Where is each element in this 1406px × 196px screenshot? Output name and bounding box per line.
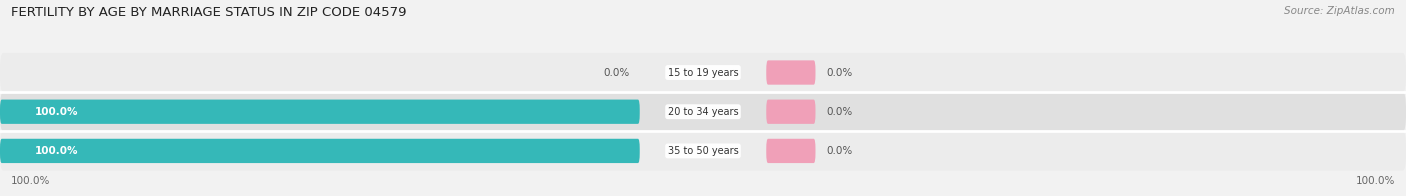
FancyBboxPatch shape [0, 139, 640, 163]
Text: 100.0%: 100.0% [35, 107, 79, 117]
FancyBboxPatch shape [0, 131, 1406, 171]
Text: 0.0%: 0.0% [827, 67, 852, 78]
Text: 15 to 19 years: 15 to 19 years [668, 67, 738, 78]
Text: FERTILITY BY AGE BY MARRIAGE STATUS IN ZIP CODE 04579: FERTILITY BY AGE BY MARRIAGE STATUS IN Z… [11, 6, 406, 19]
Text: 0.0%: 0.0% [827, 146, 852, 156]
FancyBboxPatch shape [766, 60, 815, 85]
Text: 100.0%: 100.0% [11, 176, 51, 186]
Text: 0.0%: 0.0% [603, 67, 630, 78]
Text: 100.0%: 100.0% [1355, 176, 1395, 186]
Text: 100.0%: 100.0% [35, 146, 79, 156]
FancyBboxPatch shape [0, 100, 640, 124]
Text: 20 to 34 years: 20 to 34 years [668, 107, 738, 117]
Text: 35 to 50 years: 35 to 50 years [668, 146, 738, 156]
FancyBboxPatch shape [0, 53, 1406, 92]
Text: 0.0%: 0.0% [827, 107, 852, 117]
Text: Source: ZipAtlas.com: Source: ZipAtlas.com [1284, 6, 1395, 16]
FancyBboxPatch shape [766, 139, 815, 163]
FancyBboxPatch shape [766, 100, 815, 124]
FancyBboxPatch shape [0, 92, 1406, 131]
